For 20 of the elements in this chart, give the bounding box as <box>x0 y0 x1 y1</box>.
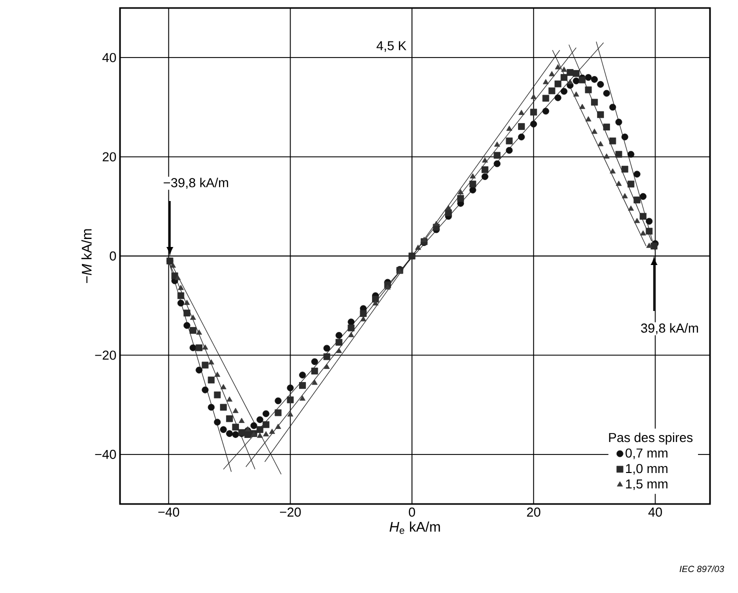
annotation: −39,8 kA/m <box>164 178 228 189</box>
legend-label: 1,5 mm <box>626 479 668 490</box>
y-tick-label: −40 <box>95 450 116 459</box>
x-tick-label: −40 <box>158 508 180 517</box>
x-tick-label: 0 <box>408 508 416 517</box>
y-tick-label: 20 <box>102 152 116 162</box>
annotation: 39,8 kA/m <box>641 323 698 334</box>
legend-title: Pas des spires <box>609 432 693 445</box>
y-tick-label: 40 <box>102 53 116 62</box>
y-tick-label: −20 <box>95 350 116 360</box>
text: IEC 897/03 <box>680 566 724 572</box>
x-tick-label: 20 <box>527 508 540 517</box>
x-axis-title: H$_{e}$ kA/m <box>390 522 440 534</box>
legend-label: 1,0 mm <box>626 464 668 475</box>
legend-label: 0,7 mm <box>626 448 668 460</box>
y-axis-title: −M kA/m <box>81 229 92 284</box>
x-tick-label: 40 <box>648 508 662 517</box>
x-tick-label: −20 <box>280 508 301 517</box>
y-tick-label: 0 <box>110 251 116 261</box>
annotation: 4,5 K <box>376 41 406 52</box>
